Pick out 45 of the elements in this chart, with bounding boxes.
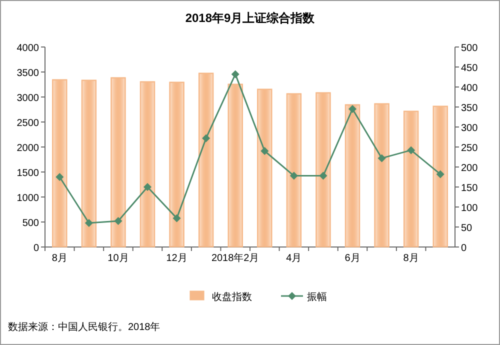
point — [260, 147, 269, 155]
source-note: 数据来源：中国人民银行。2018年 — [8, 321, 160, 333]
y-tick-label: 3000 — [16, 93, 40, 104]
y-tick-label: 1500 — [16, 168, 40, 179]
point — [348, 105, 356, 113]
y2-tick-label: 0 — [461, 243, 467, 254]
point — [202, 134, 210, 142]
point — [407, 146, 416, 154]
y2-tick-label: 50 — [461, 223, 473, 234]
chart-title: 2018年9月上证综合指数 — [185, 11, 316, 25]
point — [378, 154, 386, 162]
x-tick-label: 6月 — [344, 253, 360, 264]
legend-label: 收盘指数 — [212, 291, 252, 303]
y2-tick-label: 100 — [461, 203, 478, 214]
y-tick-label: 500 — [22, 218, 40, 229]
point — [436, 170, 444, 178]
y-tick-label: 2000 — [16, 143, 40, 154]
y-tick-label: 3500 — [16, 68, 40, 79]
point — [56, 173, 64, 181]
y2-tick-label: 400 — [461, 83, 478, 94]
x-tick-label: 8月 — [403, 253, 419, 264]
y-tick-label: 2500 — [16, 118, 40, 129]
y-tick-label: 0 — [33, 243, 40, 254]
legend-label: 振幅 — [307, 291, 327, 303]
y2-tick-label: 300 — [461, 123, 478, 134]
point — [231, 70, 240, 78]
point — [290, 172, 298, 180]
point — [319, 172, 328, 180]
x-tick-label: 10月 — [108, 253, 129, 264]
y-tick-label: 4000 — [16, 43, 40, 54]
y2-tick-label: 450 — [461, 63, 478, 74]
point — [172, 214, 181, 222]
point — [114, 217, 122, 225]
y2-tick-label: 150 — [461, 183, 478, 194]
point — [84, 219, 93, 227]
y2-tick-label: 200 — [461, 163, 478, 174]
y-tick-label: 1000 — [16, 193, 40, 204]
x-tick-label: 12月 — [166, 253, 188, 264]
y2-tick-label: 350 — [461, 103, 478, 114]
y2-tick-label: 250 — [461, 143, 478, 154]
point — [144, 183, 152, 191]
x-tick-label: 4月 — [286, 253, 302, 264]
x-tick-label: 2018年2月 — [211, 252, 260, 264]
x-tick-label: 8月 — [52, 253, 68, 264]
y2-tick-label: 500 — [461, 43, 478, 54]
